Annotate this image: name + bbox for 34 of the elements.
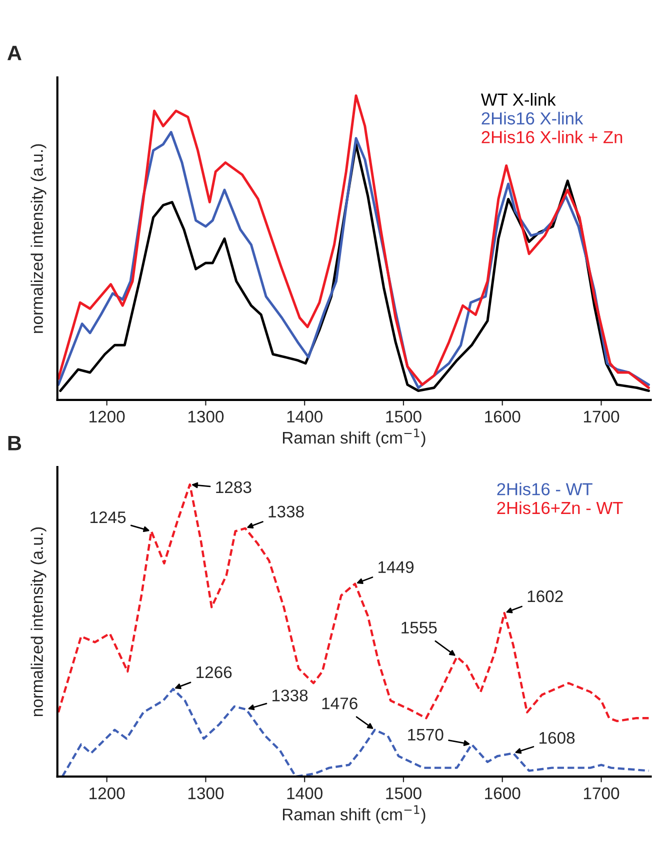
annotation: 1283	[216, 481, 252, 494]
text: 2His16 - WT	[497, 482, 592, 496]
x-tick-label: 1400	[287, 410, 322, 423]
x-tick-label: 1200	[90, 410, 125, 423]
series-label: 2His16 X-link + Zn	[482, 130, 622, 144]
annotation: 1602	[528, 590, 563, 602]
x-tick-label: 1700	[584, 787, 620, 800]
annotation: 1555	[402, 622, 437, 634]
annotation: 1608	[540, 732, 575, 744]
x-tick-label: 1600	[485, 410, 520, 423]
x-tick-label: 1400	[287, 787, 322, 800]
annotation: 1338	[272, 690, 308, 702]
annotation: 1266	[196, 666, 232, 678]
chart-title: B	[8, 436, 22, 450]
text: WT X-link	[480, 93, 556, 106]
x-tick-label: 1300	[188, 410, 224, 423]
x-axis-title: Raman shift (cm$^{−1}$)	[282, 428, 426, 447]
x-tick-label: 1200	[90, 787, 125, 800]
annotation: 1245	[90, 511, 126, 524]
x-axis-title: Raman shift (cm$^{−1}$)	[282, 805, 426, 824]
chart-title: A	[7, 46, 22, 60]
y-axis-title: normalized intensity (a.u.)	[30, 144, 46, 333]
annotation: 1570	[408, 728, 444, 741]
annotation: 1449	[378, 561, 414, 574]
x-tick-label: 1500	[386, 787, 422, 800]
text: 2His16+Zn - WT	[497, 501, 623, 514]
annotation: 1338	[268, 506, 304, 518]
text: 2His16 X-link	[482, 112, 584, 125]
annotation: 1476	[322, 698, 358, 710]
x-tick-label: 1600	[485, 787, 520, 800]
y-axis-title: normalized intensity (a.u.)	[30, 527, 46, 716]
x-tick-label: 1700	[584, 410, 620, 423]
x-tick-label: 1500	[386, 410, 422, 423]
x-tick-label: 1300	[188, 787, 224, 800]
